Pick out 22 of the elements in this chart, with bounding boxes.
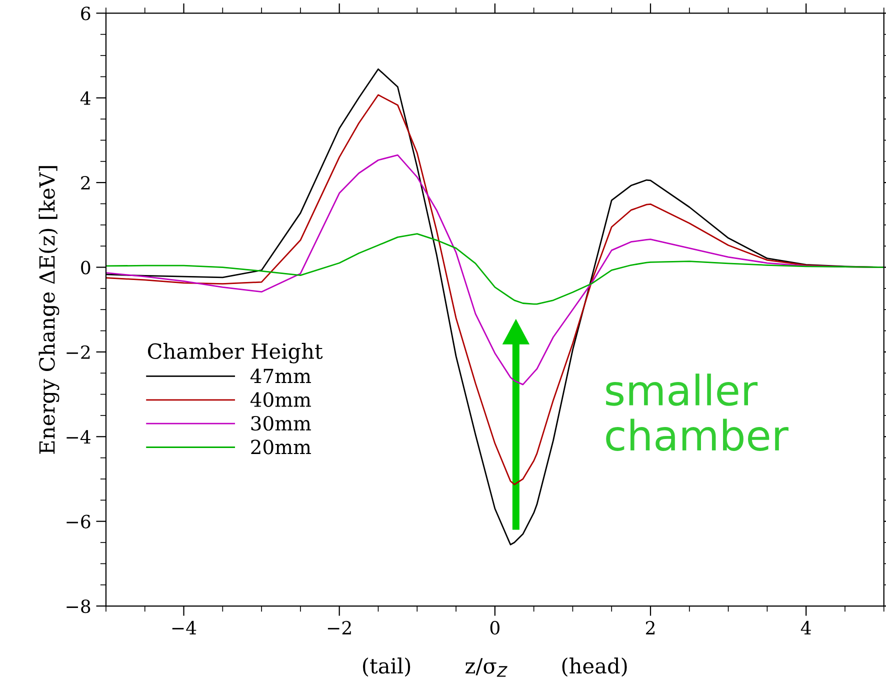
x-tick-label: −2 bbox=[328, 620, 351, 634]
y-tick-label: 4 bbox=[80, 91, 90, 105]
x-tick-label: −4 bbox=[172, 620, 196, 634]
text: (tail) z/σ$_{Z}$ (head) bbox=[363, 658, 627, 677]
y-tick-label: −8 bbox=[66, 599, 90, 614]
x-tick-label: 2 bbox=[646, 620, 654, 634]
y-tick-label: 6 bbox=[81, 6, 90, 20]
y-tick-label: −6 bbox=[66, 514, 90, 528]
x-tick-label: 0 bbox=[490, 620, 500, 635]
line-series bbox=[106, 233, 884, 305]
legend-label: 40mm bbox=[250, 392, 311, 407]
legend-title: Chamber Height bbox=[148, 342, 323, 364]
y-tick-label: 2 bbox=[81, 176, 90, 190]
y-tick-label: 0 bbox=[81, 260, 90, 274]
legend-label: 30mm bbox=[251, 416, 311, 431]
y-axis-title: Energy Change ΔE(z) [keV] bbox=[38, 166, 60, 454]
x-tick-label: 4 bbox=[800, 620, 811, 634]
legend-label: 20mm bbox=[251, 440, 311, 454]
legend-label: 47mm bbox=[250, 368, 311, 384]
annotation: smaller chamber bbox=[606, 374, 788, 451]
y-tick-label: −4 bbox=[66, 430, 90, 444]
y-tick-label: −2 bbox=[66, 345, 90, 359]
